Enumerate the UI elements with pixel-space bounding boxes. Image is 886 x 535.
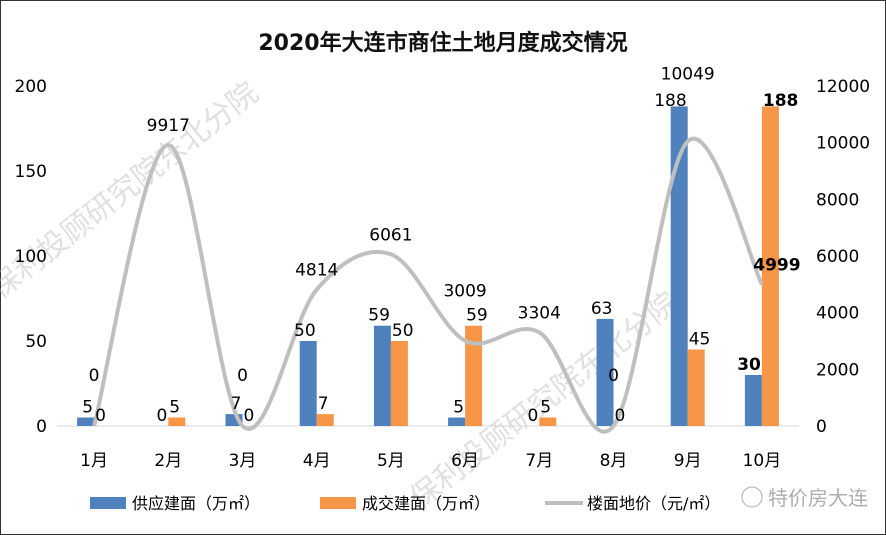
bar-data-label: 59 xyxy=(368,306,390,326)
line-data-label: 9917 xyxy=(147,116,190,136)
line-data-label: 3009 xyxy=(443,282,486,302)
bar-data-label: 0 xyxy=(95,406,106,426)
watermark-text: 特价房大连 xyxy=(768,486,868,510)
transaction-bar xyxy=(761,106,779,427)
transaction-bar xyxy=(539,417,557,426)
line-data-label: 0 xyxy=(237,366,248,386)
chart-title: 2020年大连市商住土地月度成交情况 xyxy=(258,30,627,56)
bar-data-label: 5 xyxy=(453,398,464,418)
bar-data-label: 63 xyxy=(591,299,613,319)
x-tick-label: 5月 xyxy=(377,451,405,471)
right-tick-label: 4000 xyxy=(816,304,859,324)
left-tick-label: 0 xyxy=(36,417,47,437)
bar-data-label: 5 xyxy=(169,398,180,418)
line-data-label: 6061 xyxy=(369,225,412,245)
bar-data-label: 30 xyxy=(737,355,761,375)
watermark-text: 保利投顾研究院东北分院 xyxy=(0,76,265,307)
right-tick-label: 0 xyxy=(816,417,827,437)
x-tick-label: 9月 xyxy=(674,451,702,471)
bar-data-label: 5 xyxy=(82,398,93,418)
x-tick-label: 2月 xyxy=(154,451,182,471)
line-data-label: 3304 xyxy=(518,303,561,323)
line-data-label: 0 xyxy=(89,366,100,386)
legend-label: 楼面地价（元/㎡） xyxy=(587,494,720,513)
right-tick-label: 2000 xyxy=(816,360,859,380)
right-tick-label: 10000 xyxy=(816,134,870,154)
supply-bar xyxy=(596,318,614,426)
x-tick-label: 1月 xyxy=(80,451,108,471)
supply-bar xyxy=(225,414,243,426)
bar-data-label: 5 xyxy=(540,398,551,418)
legend-swatch xyxy=(320,497,356,509)
bar-data-label: 0 xyxy=(156,406,167,426)
transaction-bar xyxy=(465,325,483,426)
bar-data-label: 7 xyxy=(231,394,242,414)
legend-label: 成交建面（万㎡） xyxy=(362,494,490,513)
legend: 供应建面（万㎡） 成交建面（万㎡） 楼面地价（元/㎡） xyxy=(90,494,720,513)
supply-bar xyxy=(373,325,391,426)
left-tick-label: 150 xyxy=(15,162,47,182)
supply-bar xyxy=(448,417,466,426)
bar-data-label: 50 xyxy=(294,321,316,341)
line-data-label: 4814 xyxy=(295,261,338,281)
x-tick-label: 4月 xyxy=(303,451,331,471)
x-tick-label: 6月 xyxy=(451,451,479,471)
right-tick-label: 6000 xyxy=(816,247,859,267)
supply-bar xyxy=(744,375,762,426)
x-tick-label: 3月 xyxy=(229,451,257,471)
line-data-label: 0 xyxy=(608,366,619,386)
bar-data-label: 59 xyxy=(466,306,488,326)
left-tick-label: 200 xyxy=(15,77,47,97)
supply-bar xyxy=(77,417,95,426)
wechat-icon xyxy=(741,486,763,508)
bar-data-label: 188 xyxy=(763,91,799,111)
bar-data-label: 0 xyxy=(615,406,626,426)
x-tick-label: 10月 xyxy=(743,451,782,471)
legend-label: 供应建面（万㎡） xyxy=(132,494,260,513)
bar-data-label: 0 xyxy=(244,406,255,426)
price-line xyxy=(92,136,764,434)
bar-data-label: 50 xyxy=(392,321,414,341)
bar-data-label: 7 xyxy=(318,394,329,414)
bar-data-label: 45 xyxy=(689,330,711,350)
legend-swatch xyxy=(90,497,126,509)
x-tick-label: 8月 xyxy=(600,451,628,471)
supply-bar xyxy=(299,341,317,426)
right-tick-label: 8000 xyxy=(816,190,859,210)
bar-data-label: 0 xyxy=(527,406,538,426)
bar-data-label: 188 xyxy=(654,91,686,111)
line-data-label: 10049 xyxy=(661,64,715,84)
left-tick-label: 50 xyxy=(25,332,47,352)
line-data-label: 4999 xyxy=(753,255,800,275)
transaction-bar xyxy=(687,349,705,426)
left-tick-label: 100 xyxy=(15,247,47,267)
transaction-bar xyxy=(168,417,186,426)
transaction-bar xyxy=(390,341,408,426)
transaction-bar xyxy=(316,414,334,426)
supply-bar xyxy=(670,106,688,427)
x-tick-label: 7月 xyxy=(525,451,553,471)
right-tick-label: 12000 xyxy=(816,77,870,97)
